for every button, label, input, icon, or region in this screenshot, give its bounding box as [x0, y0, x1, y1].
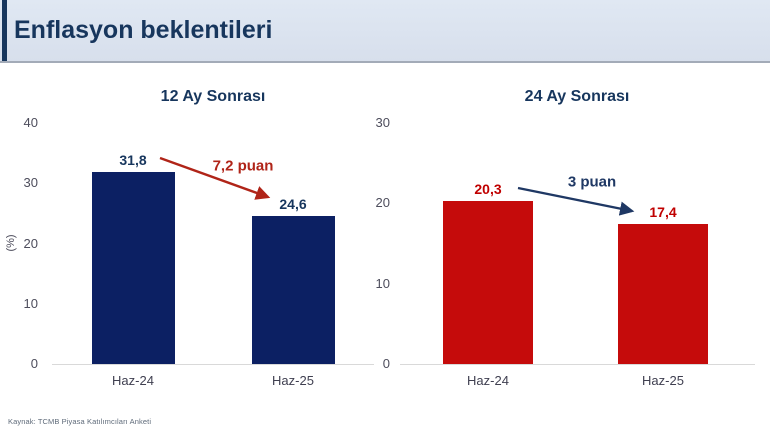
- x-axis-line: [400, 364, 755, 365]
- y-axis-tick-label: 40: [23, 115, 38, 130]
- x-axis-line: [52, 364, 374, 365]
- page-title: Enflasyon beklentileri: [14, 16, 273, 44]
- bar-value-label: 20,3: [474, 180, 502, 197]
- bar: [91, 172, 175, 364]
- bar: [251, 215, 335, 364]
- x-axis-category-label: Haz-25: [642, 373, 684, 388]
- source-note: Kaynak: TCMB Piyasa Katılımcıları Anketi: [8, 417, 152, 426]
- y-axis-unit-label: (%): [5, 234, 17, 252]
- bar-value-label: 17,4: [649, 204, 677, 221]
- header-accent-bar: [2, 0, 7, 61]
- annotation-label: 7,2 puan: [212, 157, 274, 175]
- chart-title: 12 Ay Sonrası: [160, 88, 266, 105]
- y-axis-tick-label: 10: [375, 275, 390, 291]
- annotation-label: 3 puan: [567, 173, 617, 191]
- y-axis-tick-label: 20: [375, 195, 390, 211]
- y-axis-tick-label: 30: [23, 175, 38, 191]
- bar: [618, 224, 708, 364]
- bar-value-label: 31,8: [119, 152, 147, 169]
- bar-value-label: 24,6: [279, 195, 307, 212]
- y-axis-tick-label: 30: [375, 115, 390, 130]
- chart-title: 24 Ay Sonrası: [524, 88, 630, 105]
- y-axis-tick-label: 20: [23, 235, 38, 251]
- y-axis-tick-label: 0: [30, 356, 38, 371]
- x-axis-category-label: Haz-25: [272, 373, 314, 388]
- page-header: Enflasyon beklentileri: [0, 0, 770, 63]
- x-axis-category-label: Haz-24: [112, 373, 154, 388]
- y-axis-tick-label: 0: [382, 356, 390, 371]
- y-axis-tick-label: 10: [23, 295, 38, 311]
- bar: [443, 200, 533, 364]
- x-axis-category-label: Haz-24: [467, 373, 509, 388]
